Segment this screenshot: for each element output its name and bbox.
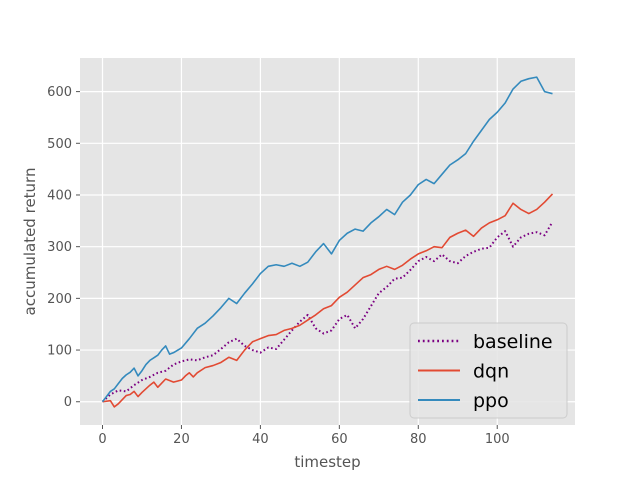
series-line-ppo (101, 76, 553, 403)
y-tick-label: 500 (47, 137, 72, 152)
x-tick-label: 40 (252, 432, 269, 447)
x-tick-label: 80 (410, 432, 427, 447)
legend: baseline dqn ppo (409, 322, 568, 419)
y-tick-label: 300 (47, 240, 72, 255)
legend-label-ppo: ppo (473, 390, 509, 412)
series-line-dqn (102, 193, 554, 408)
legend-box (409, 322, 568, 419)
series-line-baseline (101, 221, 554, 403)
y-axis-label: accumulated return (21, 168, 39, 316)
y-tick-label: 200 (47, 292, 72, 307)
ticks: 0 20 40 60 80 100 0 100 200 300 400 500 600 (47, 85, 509, 447)
y-tick-label: 400 (47, 188, 72, 203)
legend-label-baseline: baseline (473, 331, 553, 353)
y-tick-label: 0 (64, 395, 72, 410)
x-tick-label: 100 (485, 432, 510, 447)
y-tick-label: 600 (47, 85, 72, 100)
x-axis-label: timestep (294, 453, 360, 471)
y-tick-label: 100 (47, 344, 72, 359)
x-tick-label: 0 (98, 432, 106, 447)
legend-label-dqn: dqn (473, 361, 509, 383)
x-tick-label: 20 (173, 432, 190, 447)
x-tick-label: 60 (331, 432, 348, 447)
series-layer (101, 76, 554, 408)
